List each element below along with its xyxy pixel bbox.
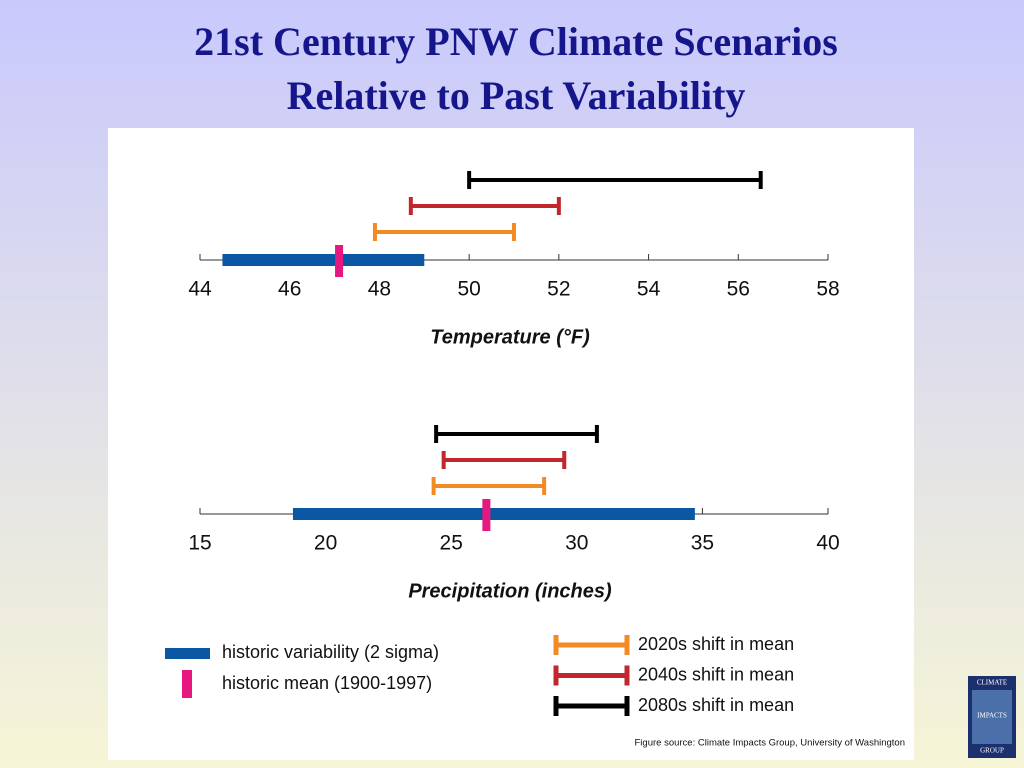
x-tick-label: 25 [440, 532, 463, 555]
x-tick-label: 50 [457, 278, 480, 301]
historic-variability [292, 508, 695, 520]
x-tick-label: 15 [188, 532, 211, 555]
title-line: Relative to Past Variability [287, 73, 746, 118]
x-tick-label: 58 [816, 278, 839, 301]
logo-image [972, 690, 1012, 744]
x-tick-label: 30 [565, 532, 588, 555]
logo-text: CLIMATE [977, 679, 1007, 687]
legend-label: 2040s shift in mean [638, 664, 794, 684]
title-line: 21st Century PNW Climate Scenarios [194, 19, 838, 64]
logo: CLIMATE IMPACTS GROUP [968, 676, 1016, 758]
legend-label: historic variability (2 sigma) [222, 642, 439, 662]
legend-swatch [182, 670, 192, 698]
legend-label: 2080s shift in mean [638, 695, 794, 715]
x-tick-label: 35 [691, 532, 714, 555]
x-tick-label: 46 [278, 278, 301, 301]
x-tick-label: 44 [188, 278, 212, 301]
x-tick-label: 20 [314, 532, 337, 555]
x-tick-label: 48 [368, 278, 391, 301]
source: Figure source: Climate Impacts Group, Un… [635, 738, 906, 749]
x-axis-label: Temperature (°F) [430, 326, 590, 348]
x-tick-label: 54 [637, 278, 661, 301]
legend-swatch [165, 648, 210, 659]
x-tick-label: 52 [547, 278, 570, 301]
historic-mean [482, 499, 491, 531]
legend-label: historic mean (1900-1997) [222, 673, 432, 693]
logo-text: IMPACTS [977, 712, 1007, 720]
legend-label: 2020s shift in mean [638, 634, 794, 654]
x-axis-label: Precipitation (inches) [408, 580, 612, 602]
x-tick-label: 56 [727, 278, 750, 301]
logo-text: GROUP [980, 747, 1004, 755]
x-tick-label: 40 [816, 532, 839, 555]
historic-variability [222, 254, 425, 266]
historic-mean [335, 245, 344, 277]
